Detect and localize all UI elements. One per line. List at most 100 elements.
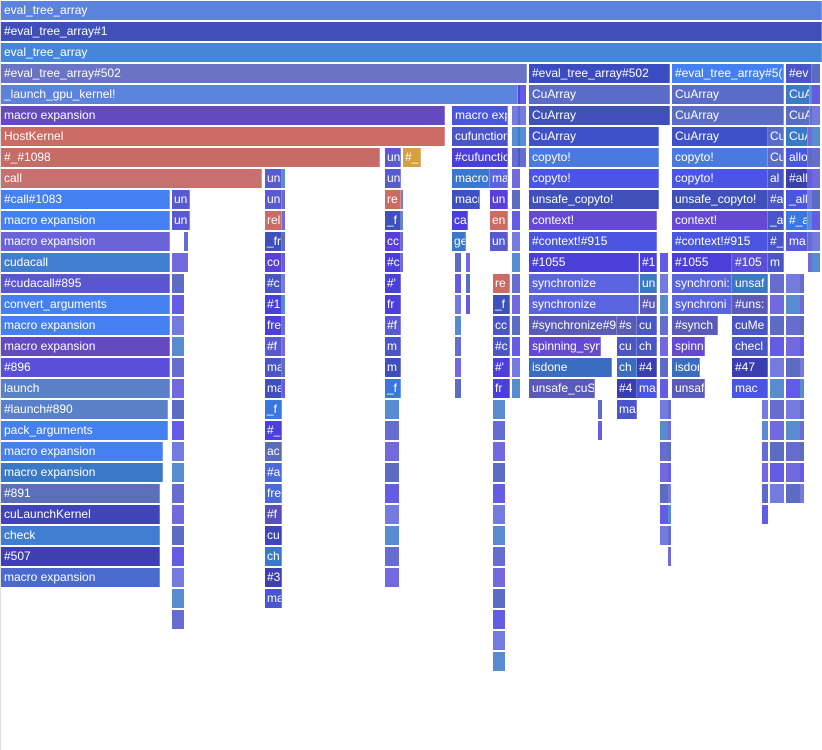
flame-frame[interactable]: cuLaunchKernel xyxy=(1,505,160,524)
flame-frame-sliver[interactable] xyxy=(800,421,804,440)
flame-frame-sliver[interactable] xyxy=(770,295,784,314)
flame-frame[interactable]: rel xyxy=(265,211,282,230)
flame-frame-sliver[interactable] xyxy=(660,337,668,356)
flame-frame-sliver[interactable] xyxy=(282,169,285,188)
flame-frame-sliver[interactable] xyxy=(172,379,184,398)
flame-frame-sliver[interactable] xyxy=(385,400,399,419)
flame-frame-sliver[interactable] xyxy=(400,253,403,272)
flame-frame[interactable]: #a xyxy=(265,463,282,482)
flame-frame[interactable]: CuArray xyxy=(672,127,768,146)
flame-frame-sliver[interactable] xyxy=(786,295,800,314)
flame-frame[interactable]: _f xyxy=(385,211,401,230)
flame-frame[interactable]: Cu xyxy=(768,148,784,167)
flame-frame[interactable]: ma xyxy=(786,232,808,251)
flame-frame[interactable]: context! xyxy=(672,211,768,230)
flame-frame-sliver[interactable] xyxy=(786,463,800,482)
flame-frame-sliver[interactable] xyxy=(512,253,520,272)
flame-frame-sliver[interactable] xyxy=(808,253,812,272)
flame-frame[interactable]: #s xyxy=(617,316,637,335)
flame-frame-sliver[interactable] xyxy=(762,484,768,503)
flame-frame-sliver[interactable] xyxy=(493,463,505,482)
flame-frame[interactable]: ge xyxy=(452,232,466,251)
flame-frame-sliver[interactable] xyxy=(493,484,505,503)
flame-frame[interactable]: macro expansion xyxy=(1,463,163,482)
flame-frame-sliver[interactable] xyxy=(808,169,812,188)
flame-frame-sliver[interactable] xyxy=(598,421,602,440)
flame-frame-sliver[interactable] xyxy=(172,442,184,461)
flame-frame-sliver[interactable] xyxy=(800,358,804,377)
flame-frame-sliver[interactable] xyxy=(786,400,800,419)
flame-frame[interactable]: un xyxy=(172,211,190,230)
flame-frame-sliver[interactable] xyxy=(518,85,526,104)
flame-frame-sliver[interactable] xyxy=(282,211,285,230)
flame-frame[interactable]: macro expansion xyxy=(1,442,163,461)
flame-frame-sliver[interactable] xyxy=(512,337,520,356)
flame-frame-sliver[interactable] xyxy=(660,316,668,335)
flame-frame-sliver[interactable] xyxy=(668,463,671,482)
flame-frame[interactable]: al xyxy=(768,169,784,188)
flame-frame-sliver[interactable] xyxy=(493,631,505,650)
flame-frame-sliver[interactable] xyxy=(770,274,784,293)
flame-frame-sliver[interactable] xyxy=(455,274,461,293)
flame-frame[interactable]: _a xyxy=(768,211,784,230)
flame-frame-sliver[interactable] xyxy=(762,400,768,419)
flame-frame[interactable]: #47 xyxy=(732,358,768,377)
flame-frame[interactable]: #3 xyxy=(265,568,282,587)
flame-frame-sliver[interactable] xyxy=(800,484,804,503)
flame-frame[interactable]: Cu xyxy=(768,127,784,146)
flame-frame[interactable]: CuArray xyxy=(529,127,659,146)
flame-frame[interactable]: synchroni: xyxy=(672,274,732,293)
flame-frame-sliver[interactable] xyxy=(800,379,804,398)
flame-frame[interactable]: cu xyxy=(637,316,657,335)
flame-frame-sliver[interactable] xyxy=(400,211,403,230)
flame-frame-sliver[interactable] xyxy=(466,295,470,314)
flame-frame-sliver[interactable] xyxy=(812,253,820,272)
flame-frame-sliver[interactable] xyxy=(493,652,505,671)
flame-frame-sliver[interactable] xyxy=(800,400,804,419)
flame-frame-sliver[interactable] xyxy=(660,421,668,440)
flame-frame-sliver[interactable] xyxy=(455,253,461,272)
flame-frame[interactable]: m xyxy=(385,337,401,356)
flame-frame[interactable]: #1055 xyxy=(529,253,639,272)
flame-frame-sliver[interactable] xyxy=(400,232,403,251)
flame-frame-sliver[interactable] xyxy=(385,484,399,503)
flame-frame-sliver[interactable] xyxy=(172,610,184,629)
flame-frame-sliver[interactable] xyxy=(812,169,820,188)
flame-frame-sliver[interactable] xyxy=(282,358,285,377)
flame-frame[interactable]: #' xyxy=(385,274,401,293)
flame-frame[interactable]: #4 xyxy=(637,358,657,377)
flame-frame-sliver[interactable] xyxy=(668,484,671,503)
flame-frame-sliver[interactable] xyxy=(172,253,184,272)
flame-frame[interactable]: #f xyxy=(385,316,401,335)
flame-frame[interactable]: #context!#915 xyxy=(672,232,768,251)
flame-frame-sliver[interactable] xyxy=(786,274,800,293)
flame-frame[interactable]: copyto! xyxy=(672,169,768,188)
flame-frame[interactable]: context! xyxy=(529,211,657,230)
flame-frame[interactable]: CuA xyxy=(786,106,810,125)
flame-frame[interactable]: #f xyxy=(265,337,282,356)
flame-frame[interactable]: launch xyxy=(1,379,170,398)
flame-frame[interactable]: #u xyxy=(640,295,657,314)
flame-frame-sliver[interactable] xyxy=(770,442,784,461)
flame-frame-sliver[interactable] xyxy=(800,295,804,314)
flame-frame-sliver[interactable] xyxy=(786,442,800,461)
flame-frame-sliver[interactable] xyxy=(493,610,505,629)
flame-frame-sliver[interactable] xyxy=(385,463,399,482)
flame-frame[interactable]: copyto! xyxy=(672,148,768,167)
flame-frame[interactable]: #896 xyxy=(1,358,170,377)
flame-frame-sliver[interactable] xyxy=(808,211,812,230)
flame-frame[interactable]: #1 xyxy=(640,253,657,272)
flame-frame-sliver[interactable] xyxy=(455,316,461,335)
flame-frame[interactable]: ch xyxy=(617,358,637,377)
flame-frame-sliver[interactable] xyxy=(786,358,800,377)
flame-frame-sliver[interactable] xyxy=(518,148,526,167)
flame-frame-sliver[interactable] xyxy=(668,421,671,440)
flame-frame-sliver[interactable] xyxy=(282,337,285,356)
flame-frame[interactable]: #eval_tree_array#502 xyxy=(1,64,527,83)
flame-frame[interactable]: CuA xyxy=(786,127,808,146)
flame-frame-sliver[interactable] xyxy=(518,106,526,125)
flame-frame[interactable]: #c xyxy=(493,337,510,356)
flame-frame-sliver[interactable] xyxy=(455,337,461,356)
flame-frame[interactable]: #_ xyxy=(265,421,282,440)
flame-frame[interactable]: CuA xyxy=(786,85,810,104)
